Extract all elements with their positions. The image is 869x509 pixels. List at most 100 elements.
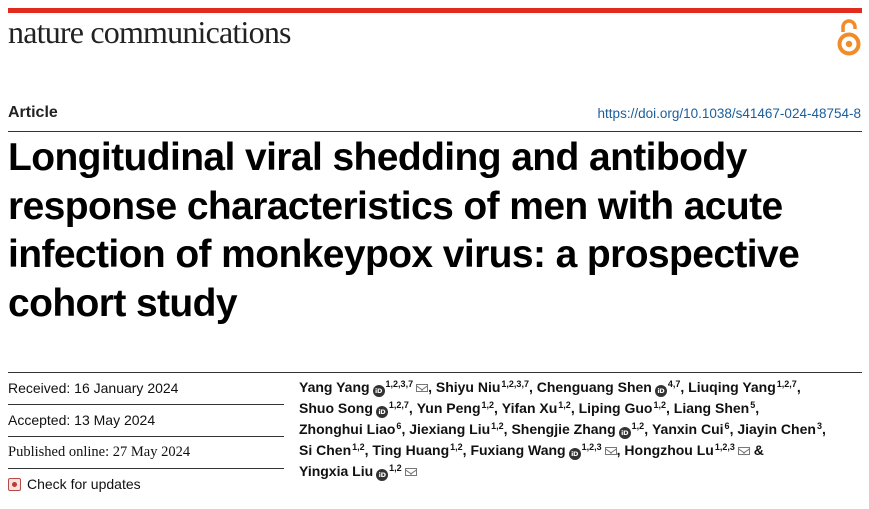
author-separator: , [616, 442, 625, 458]
author-separator: , [494, 400, 502, 416]
author-separator: , [729, 421, 738, 437]
author-name[interactable]: Shuo Song [299, 400, 373, 416]
affiliation-numbers: 1,2,7 [776, 379, 797, 389]
affiliation-numbers: 6 [724, 421, 730, 431]
author-separator: & [749, 442, 764, 458]
author-entry: Yanxin Cui6, [652, 421, 737, 437]
header-accent-bar [8, 8, 862, 13]
author-entry: Ting Huang1,2, [372, 442, 470, 458]
article-type: Article [8, 104, 58, 121]
author-separator: , [680, 379, 689, 395]
author-list: Yang Yang iD1,2,3,7, Shiyu Niu1,2,3,7, Ch… [299, 377, 869, 482]
author-separator: , [364, 442, 373, 458]
published-date: Published online: 27 May 2024 [8, 437, 284, 469]
accepted-date: Accepted: 13 May 2024 [8, 405, 284, 437]
email-icon[interactable] [416, 384, 429, 392]
author-entry: Yifan Xu1,2, [502, 400, 579, 416]
affiliation-numbers: 1,2 [631, 421, 645, 431]
author-name[interactable]: Si Chen [299, 442, 352, 458]
author-entry: Jiayin Chen3, [737, 421, 826, 437]
author-entry: Liang Shen5, [674, 400, 759, 416]
author-entry: Chenguang Shen iD4,7, [536, 379, 689, 397]
affiliation-numbers: 1,2 [450, 442, 463, 452]
author-name[interactable]: Fuxiang Wang [470, 442, 566, 458]
author-name[interactable]: Yifan Xu [501, 400, 558, 416]
affiliation-numbers: 6 [396, 421, 402, 431]
affiliation-numbers: 1,2 [558, 400, 571, 410]
author-entry: Yingxia Liu iD1,2 [299, 463, 417, 481]
author-entry: Liuqing Yang1,2,7, [688, 379, 801, 395]
open-access-icon [837, 19, 861, 56]
email-icon[interactable] [604, 447, 617, 455]
doi-link[interactable]: https://doi.org/10.1038/s41467-024-48754… [597, 106, 861, 121]
author-name[interactable]: Yun Peng [416, 400, 481, 416]
affiliation-numbers: 1,2 [653, 400, 666, 410]
author-separator: , [796, 379, 801, 395]
title-divider [8, 131, 862, 132]
received-label: Received: [8, 380, 71, 396]
metadata-divider [8, 372, 862, 373]
author-name[interactable]: Jiayin Chen [737, 421, 816, 437]
author-separator: , [528, 379, 537, 395]
author-entry: Shengjie Zhang iD1,2, [511, 421, 652, 439]
affiliation-numbers: 1,2 [352, 442, 365, 452]
author-name[interactable]: Yingxia Liu [299, 463, 374, 479]
affiliation-numbers: 4,7 [667, 379, 681, 389]
author-separator: , [644, 421, 652, 437]
author-separator: , [821, 421, 826, 437]
article-title: Longitudinal viral shedding and antibody… [8, 136, 800, 325]
affiliation-numbers: 1,2,3,7 [385, 379, 414, 389]
affiliation-numbers: 1,2,7 [388, 400, 409, 410]
published-value: 27 May 2024 [112, 444, 191, 460]
author-name[interactable]: Ting Huang [372, 442, 450, 458]
affiliation-numbers: 1,2 [491, 421, 504, 431]
orcid-icon[interactable]: iD [568, 448, 581, 460]
author-name[interactable]: Liping Guo [578, 400, 653, 416]
author-name[interactable]: Jiexiang Liu [409, 421, 491, 437]
orcid-icon[interactable]: iD [376, 469, 389, 481]
affiliation-numbers: 1,2 [481, 400, 495, 410]
author-entry: Shiyu Niu1,2,3,7, [436, 379, 537, 395]
author-entry: Zhonghui Liao6, [299, 421, 409, 437]
journal-logo[interactable]: nature communications [8, 14, 291, 50]
author-name[interactable]: Shengjie Zhang [511, 421, 616, 437]
check-for-updates-button[interactable]: Check for updates [8, 469, 284, 499]
author-separator: , [401, 421, 410, 437]
author-entry: Yang Yang iD1,2,3,7, [299, 379, 436, 397]
author-entry: Si Chen1,2, [299, 442, 372, 458]
author-entry: Shuo Song iD1,2,7, [299, 400, 417, 418]
author-entry: Fuxiang Wang iD1,2,3, [470, 442, 625, 460]
author-separator: , [428, 379, 436, 395]
affiliation-numbers: 1,2,3 [581, 442, 602, 452]
author-name[interactable]: Liang Shen [673, 400, 750, 416]
affiliation-numbers: 1,2,3,7 [501, 379, 529, 389]
publication-dates: Received: 16 January 2024 Accepted: 13 M… [8, 373, 284, 499]
author-entry: Liping Guo1,2, [579, 400, 674, 416]
orcid-icon[interactable]: iD [618, 427, 631, 439]
author-name[interactable]: Shiyu Niu [435, 379, 501, 395]
author-name[interactable]: Yanxin Cui [651, 421, 724, 437]
author-name[interactable]: Chenguang Shen [536, 379, 652, 395]
email-icon[interactable] [737, 447, 750, 455]
author-separator: , [503, 421, 512, 437]
author-entry: Yun Peng1,2, [417, 400, 502, 416]
orcid-icon[interactable]: iD [372, 385, 385, 397]
author-entry: Hongzhou Lu1,2,3 & [624, 442, 763, 458]
affiliation-numbers: 1,2 [389, 463, 402, 473]
author-entry: Jiexiang Liu1,2, [409, 421, 511, 437]
orcid-icon[interactable]: iD [375, 406, 388, 418]
author-name[interactable]: Yang Yang [299, 379, 370, 395]
check-updates-label: Check for updates [27, 476, 141, 492]
author-separator: , [462, 442, 471, 458]
accepted-value: 13 May 2024 [74, 412, 156, 428]
received-value: 16 January 2024 [74, 380, 179, 396]
affiliation-numbers: 5 [750, 400, 756, 410]
email-icon[interactable] [404, 468, 417, 476]
check-updates-icon [8, 478, 21, 491]
author-name[interactable]: Liuqing Yang [688, 379, 776, 395]
author-name[interactable]: Hongzhou Lu [624, 442, 714, 458]
orcid-icon[interactable]: iD [654, 385, 667, 397]
author-name[interactable]: Zhonghui Liao [299, 421, 396, 437]
affiliation-numbers: 3 [816, 421, 822, 431]
published-label: Published online: [8, 444, 110, 460]
